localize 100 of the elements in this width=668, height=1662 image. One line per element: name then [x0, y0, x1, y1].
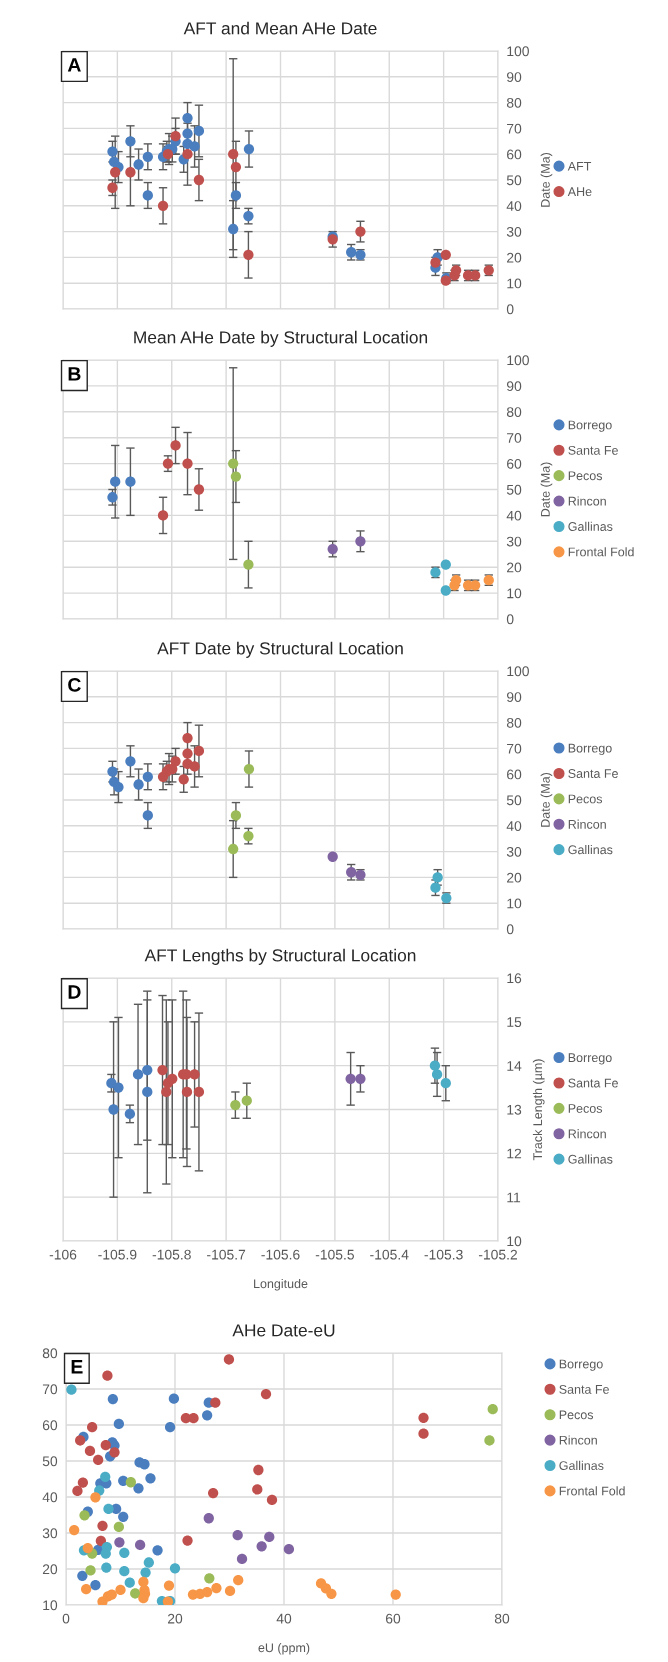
y-tick-label: 10: [507, 1236, 522, 1247]
y-tick-label: 60: [507, 769, 522, 780]
x-tick-label: 60: [385, 1613, 401, 1624]
y-tick-label: 100: [507, 46, 529, 57]
x-tick-label: 0: [62, 1613, 70, 1624]
y-tick-label: 12: [507, 1148, 522, 1159]
y-tick-label: 50: [506, 484, 522, 495]
y-tick-label: 80: [506, 717, 522, 728]
y-tick-label: 20: [42, 1564, 58, 1575]
chart-title: AHe Date-eU: [232, 1324, 335, 1337]
y-tick-label: 11: [507, 1192, 521, 1203]
legend-label: Frontal Fold: [568, 547, 634, 557]
y-tick-label: 90: [506, 381, 522, 392]
x-axis-title: eU (ppm): [258, 1642, 310, 1655]
y-tick-label: 40: [506, 201, 522, 211]
legend-label: Rincon: [559, 1435, 597, 1445]
y-axis-title: Date (Ma): [540, 462, 553, 517]
y-tick-label: 50: [42, 1456, 58, 1467]
legend-label: Rincon: [568, 496, 606, 506]
y-tick-label: 40: [506, 821, 522, 831]
legend-label: Rincon: [568, 1129, 606, 1139]
y-tick-label: 90: [506, 692, 522, 702]
y-tick-label: 40: [506, 510, 522, 521]
legend-label: Gallinas: [568, 844, 613, 855]
y-tick-label: 0: [506, 924, 514, 935]
annotation: A: [67, 58, 81, 72]
x-tick-label: -105.9: [98, 1249, 137, 1260]
y-tick-label: 20: [507, 562, 522, 573]
x-tick-label: -105.4: [370, 1249, 409, 1260]
y-tick-label: 0: [506, 304, 514, 315]
legend-label: Pecos: [568, 794, 603, 804]
y-tick-label: 16: [507, 973, 522, 984]
legend-label: Borrego: [559, 1359, 603, 1371]
y-tick-label: 0: [506, 614, 514, 625]
chart-title: AFT Date by Structural Location: [157, 641, 403, 658]
y-tick-label: 30: [506, 536, 522, 547]
y-axis-title: Date (Ma): [540, 152, 553, 207]
y-tick-label: 100: [507, 666, 529, 677]
x-tick-label: -105.2: [478, 1249, 517, 1260]
y-tick-label: 80: [506, 97, 522, 108]
legend-label: Santa Fe: [568, 769, 618, 778]
legend-label: Borrego: [568, 743, 612, 756]
x-tick-label: 40: [276, 1613, 292, 1624]
chart-title: AFT and Mean AHe Date: [183, 21, 377, 35]
legend-label: Pecos: [568, 1104, 603, 1113]
y-tick-label: 90: [506, 72, 522, 82]
legend-label: Santa Fe: [568, 445, 618, 455]
y-tick-label: 10: [507, 898, 522, 909]
x-axis-title: Longitude: [254, 1278, 308, 1291]
x-tick-label: -105.3: [424, 1249, 463, 1260]
y-axis-title: Track Length (µm): [532, 1059, 545, 1161]
annotation: D: [68, 985, 81, 999]
annotation: E: [71, 1360, 83, 1374]
y-tick-label: 70: [42, 1384, 58, 1395]
y-tick-label: 70: [507, 123, 522, 134]
legend-label: Gallinas: [568, 1154, 613, 1164]
y-tick-label: 10: [507, 278, 522, 289]
y-tick-label: 30: [506, 846, 522, 857]
y-tick-label: 50: [506, 795, 522, 806]
y-tick-label: 40: [42, 1492, 58, 1503]
chart-title: Mean AHe Date by Structural Location: [134, 330, 428, 347]
legend-label: AHe: [567, 187, 592, 197]
y-tick-label: 60: [42, 1420, 58, 1431]
legend-label: AFT: [567, 161, 592, 171]
y-tick-label: 100: [507, 355, 529, 366]
y-tick-label: 10: [43, 1600, 58, 1611]
legend-label: Borrego: [568, 1053, 612, 1065]
y-tick-label: 60: [507, 149, 522, 160]
y-tick-label: 14: [507, 1061, 522, 1071]
x-tick-label: -105.8: [152, 1249, 191, 1260]
y-tick-label: 20: [507, 872, 522, 883]
y-tick-label: 10: [507, 588, 522, 599]
y-tick-label: 13: [507, 1104, 522, 1115]
y-tick-label: 30: [506, 226, 522, 237]
y-tick-label: 60: [507, 458, 522, 469]
x-tick-label: -105.5: [315, 1249, 354, 1260]
y-tick-label: 20: [507, 252, 522, 263]
annotation: C: [68, 677, 81, 692]
y-tick-label: 70: [507, 743, 522, 754]
legend-label: Gallinas: [559, 1460, 604, 1470]
legend-label: Rincon: [568, 819, 606, 829]
x-tick-label: -106: [49, 1249, 77, 1260]
legend-label: Frontal Fold: [559, 1486, 625, 1496]
legend-label: Borrego: [568, 420, 612, 432]
y-tick-label: 70: [507, 433, 522, 443]
legend-label: Gallinas: [568, 521, 613, 531]
legend-label: Santa Fe: [568, 1078, 618, 1088]
y-tick-label: 30: [42, 1528, 58, 1539]
y-axis-title: Date (Ma): [540, 772, 553, 827]
y-tick-label: 80: [42, 1348, 58, 1359]
legend-label: Santa Fe: [559, 1384, 609, 1394]
y-tick-label: 50: [506, 175, 522, 186]
x-tick-label: 20: [167, 1613, 183, 1624]
y-tick-label: 80: [506, 407, 522, 417]
annotation: B: [68, 367, 81, 381]
x-tick-label: -105.7: [207, 1249, 246, 1260]
y-tick-label: 15: [507, 1017, 522, 1027]
x-tick-label: -105.6: [261, 1249, 300, 1260]
legend-label: Pecos: [559, 1410, 594, 1420]
legend-label: Pecos: [568, 471, 603, 481]
